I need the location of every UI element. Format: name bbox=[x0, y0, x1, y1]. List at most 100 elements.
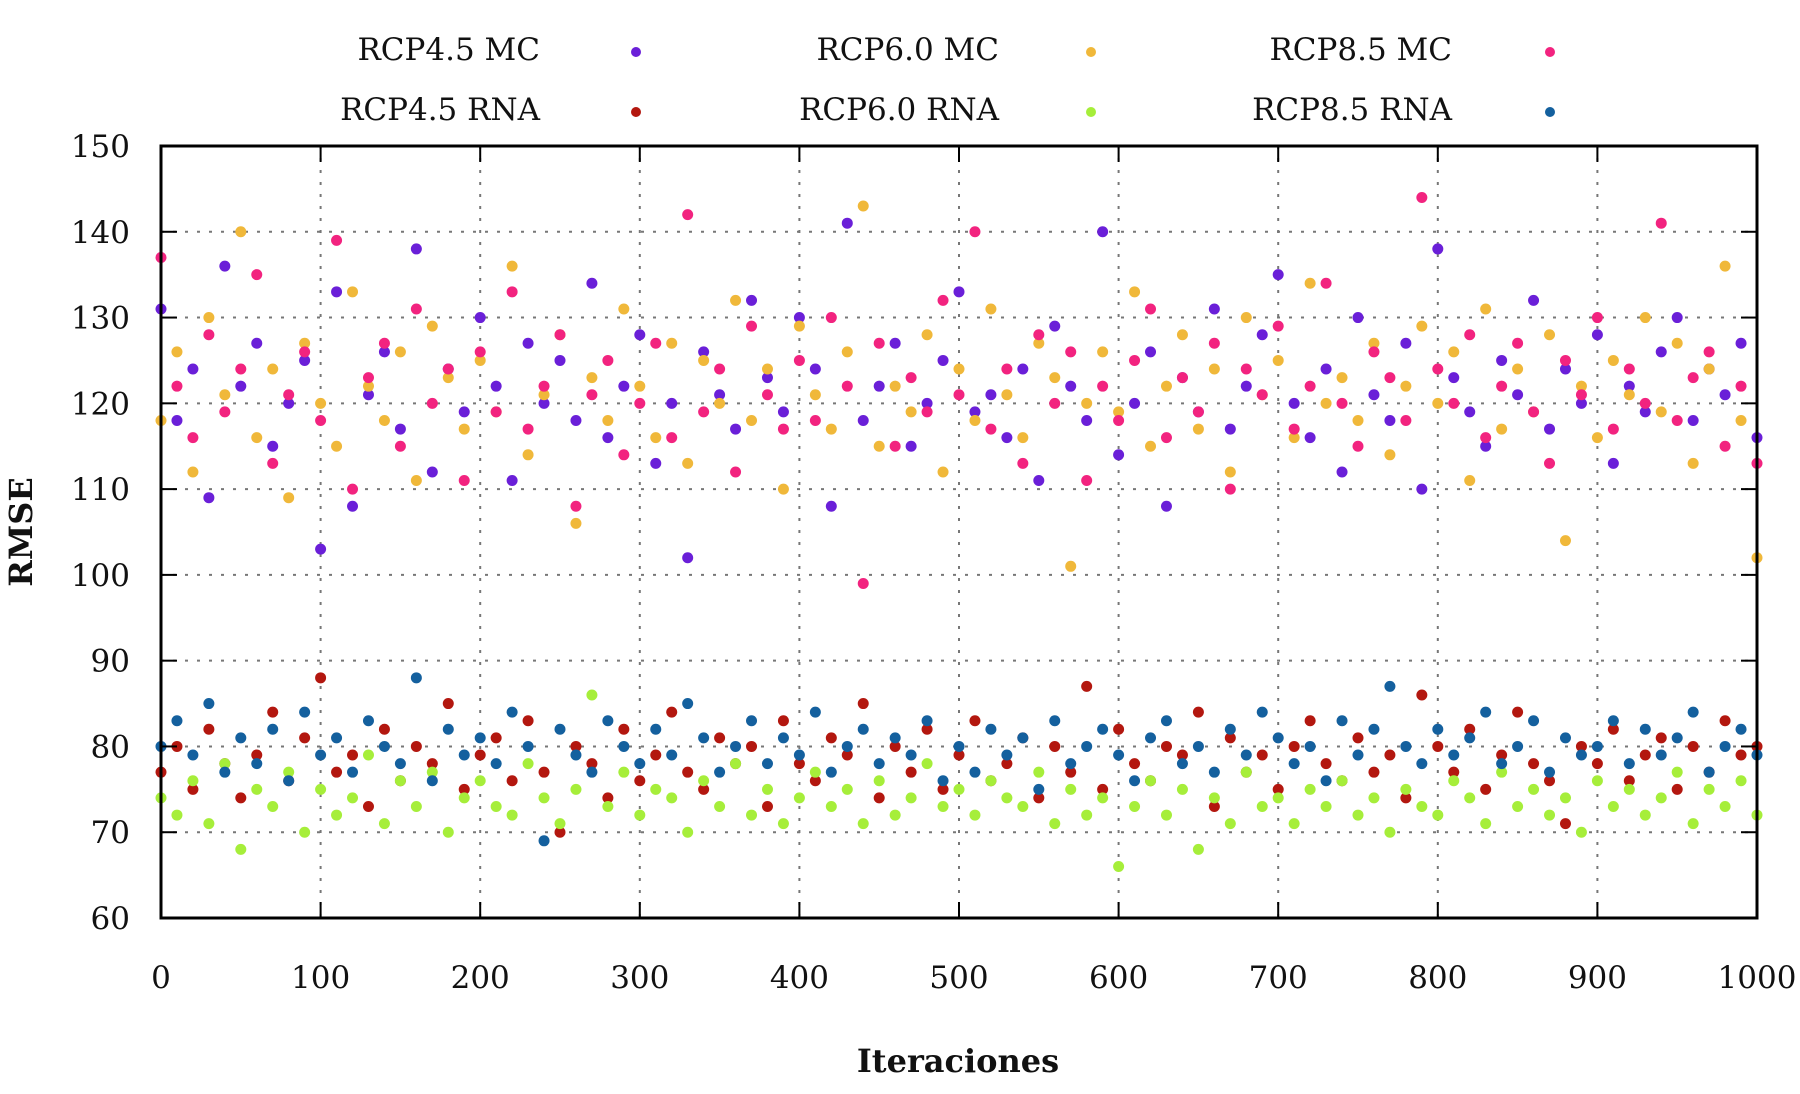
data-point bbox=[506, 475, 518, 487]
data-point bbox=[698, 783, 710, 795]
data-point bbox=[331, 766, 343, 778]
grid-lines bbox=[161, 146, 1757, 918]
data-point bbox=[1368, 792, 1380, 804]
data-point bbox=[825, 500, 837, 512]
data-point bbox=[1623, 389, 1635, 401]
data-point bbox=[1049, 372, 1061, 384]
data-point bbox=[426, 466, 438, 478]
data-point bbox=[1719, 740, 1731, 752]
data-point bbox=[474, 775, 486, 787]
data-point bbox=[426, 766, 438, 778]
data-point bbox=[394, 758, 406, 770]
data-point bbox=[714, 397, 726, 409]
data-point bbox=[1033, 766, 1045, 778]
data-point bbox=[474, 346, 486, 358]
data-point bbox=[809, 389, 821, 401]
data-point bbox=[761, 389, 773, 401]
data-point bbox=[698, 732, 710, 744]
data-point bbox=[1528, 783, 1540, 795]
data-point bbox=[426, 397, 438, 409]
data-point bbox=[299, 354, 311, 366]
data-point bbox=[1001, 792, 1013, 804]
data-point bbox=[410, 740, 422, 752]
data-point bbox=[809, 363, 821, 375]
data-point bbox=[1001, 363, 1013, 375]
y-tick-label: 110 bbox=[71, 472, 130, 508]
data-point bbox=[219, 389, 231, 401]
data-point bbox=[1033, 337, 1045, 349]
data-point bbox=[1687, 414, 1699, 426]
data-point bbox=[362, 715, 374, 727]
data-point bbox=[1256, 389, 1268, 401]
data-point bbox=[1400, 740, 1412, 752]
data-point bbox=[458, 783, 470, 795]
data-point bbox=[347, 792, 359, 804]
data-point bbox=[714, 363, 726, 375]
data-point bbox=[1687, 740, 1699, 752]
data-point bbox=[490, 758, 502, 770]
data-point bbox=[1512, 389, 1524, 401]
data-point bbox=[283, 775, 295, 787]
data-point bbox=[873, 758, 885, 770]
data-point bbox=[1081, 414, 1093, 426]
legend-label: RCP8.5 MC bbox=[1269, 32, 1452, 68]
data-point bbox=[251, 749, 263, 761]
data-point bbox=[969, 226, 981, 238]
data-point bbox=[1304, 715, 1316, 727]
data-point bbox=[1336, 466, 1348, 478]
data-point bbox=[1352, 809, 1364, 821]
data-point bbox=[1384, 826, 1396, 838]
data-point bbox=[1320, 800, 1332, 812]
data-point bbox=[394, 423, 406, 435]
data-point bbox=[1480, 818, 1492, 830]
data-point bbox=[1113, 406, 1125, 418]
data-point bbox=[1288, 423, 1300, 435]
data-point bbox=[1575, 749, 1587, 761]
data-point bbox=[1160, 380, 1172, 392]
data-point bbox=[378, 414, 390, 426]
data-point bbox=[315, 749, 327, 761]
data-point bbox=[1320, 363, 1332, 375]
data-point bbox=[1591, 312, 1603, 324]
data-point bbox=[378, 740, 390, 752]
data-point bbox=[921, 397, 933, 409]
data-point bbox=[921, 723, 933, 735]
data-point bbox=[203, 329, 215, 341]
data-point bbox=[458, 749, 470, 761]
data-point bbox=[1320, 397, 1332, 409]
data-point bbox=[1719, 389, 1731, 401]
data-point bbox=[586, 758, 598, 770]
data-point bbox=[570, 749, 582, 761]
data-point bbox=[506, 775, 518, 787]
data-point bbox=[1575, 380, 1587, 392]
data-point bbox=[905, 406, 917, 418]
data-point bbox=[1735, 749, 1747, 761]
data-point bbox=[1176, 758, 1188, 770]
data-point bbox=[698, 354, 710, 366]
data-point bbox=[235, 843, 247, 855]
data-point bbox=[394, 775, 406, 787]
data-point bbox=[698, 346, 710, 358]
data-point bbox=[554, 826, 566, 838]
data-point bbox=[634, 809, 646, 821]
data-point bbox=[1097, 226, 1109, 238]
data-point bbox=[1703, 363, 1715, 375]
data-point bbox=[1384, 449, 1396, 461]
data-point bbox=[1735, 723, 1747, 735]
data-point bbox=[937, 466, 949, 478]
data-point bbox=[1400, 783, 1412, 795]
data-point bbox=[410, 672, 422, 684]
data-point bbox=[1575, 740, 1587, 752]
data-point bbox=[1097, 380, 1109, 392]
data-point bbox=[714, 800, 726, 812]
data-point bbox=[1033, 329, 1045, 341]
data-point bbox=[1368, 337, 1380, 349]
data-point bbox=[1320, 277, 1332, 289]
data-point bbox=[251, 758, 263, 770]
y-tick-label: 150 bbox=[71, 129, 130, 165]
data-point bbox=[730, 758, 742, 770]
data-point bbox=[1575, 826, 1587, 838]
data-point bbox=[474, 732, 486, 744]
data-point bbox=[1160, 500, 1172, 512]
data-point bbox=[570, 517, 582, 529]
